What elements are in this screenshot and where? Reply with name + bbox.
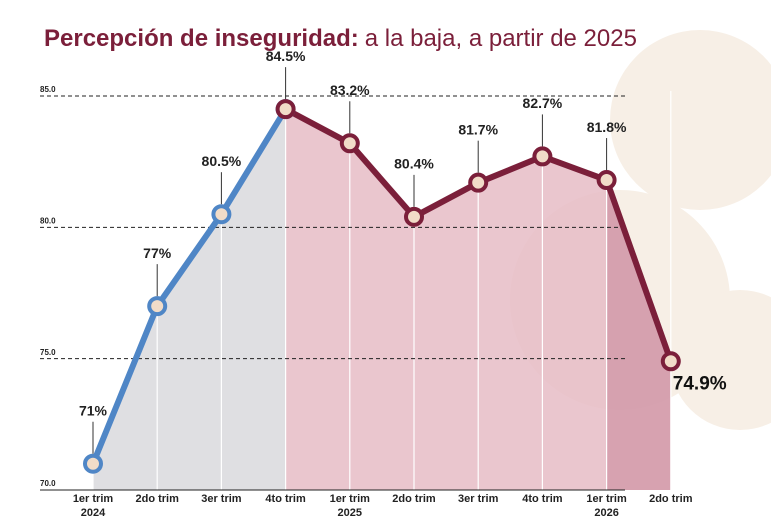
x-tick-label: 3er trim: [458, 493, 499, 505]
x-tick-label: 1er trim: [73, 493, 114, 505]
point: [147, 296, 168, 317]
x-tick-label: 1er trim: [330, 493, 371, 505]
point: [275, 99, 296, 120]
area-highlight: [606, 180, 671, 490]
x-tick-label: 2do trim: [135, 493, 179, 505]
area: [93, 109, 286, 490]
x-tick-label: 2026: [594, 507, 618, 519]
x-tick-label: 2do trim: [392, 493, 436, 505]
line: [90, 107, 289, 465]
value-label: 71%: [79, 402, 108, 418]
value-label: 81.8%: [587, 119, 627, 135]
y-tick-label: 70.0: [40, 479, 56, 488]
point: [532, 146, 553, 167]
y-tick-label: 75.0: [40, 348, 56, 357]
x-tick-label: 2025: [338, 507, 362, 519]
point: [211, 204, 232, 225]
value-label: 80.5%: [202, 153, 242, 169]
x-tick-label: 4to trim: [522, 493, 563, 505]
value-label: 82.7%: [523, 95, 563, 111]
value-label: 77%: [143, 245, 172, 261]
x-tick-label: 2do trim: [649, 493, 693, 505]
value-label: 84.5%: [266, 48, 306, 64]
x-tick-label: 3er trim: [201, 493, 242, 505]
value-label: 83.2%: [330, 82, 370, 98]
chart-title: Percepción de inseguridad: a la baja, a p…: [44, 25, 637, 52]
point: [468, 172, 489, 193]
x-tick-label: 4to trim: [265, 493, 306, 505]
y-tick-label: 80.0: [40, 216, 56, 225]
x-tick-label: 1er trim: [586, 493, 627, 505]
point: [404, 206, 424, 227]
x-tick-label: 2024: [81, 507, 106, 519]
point: [660, 351, 681, 372]
point: [83, 453, 103, 474]
point: [596, 170, 617, 191]
y-tick-label: 85.0: [40, 85, 56, 94]
value-label: 74.9%: [673, 373, 727, 394]
value-label: 81.7%: [458, 121, 498, 137]
value-label: 80.4%: [394, 156, 434, 172]
point: [339, 133, 360, 154]
